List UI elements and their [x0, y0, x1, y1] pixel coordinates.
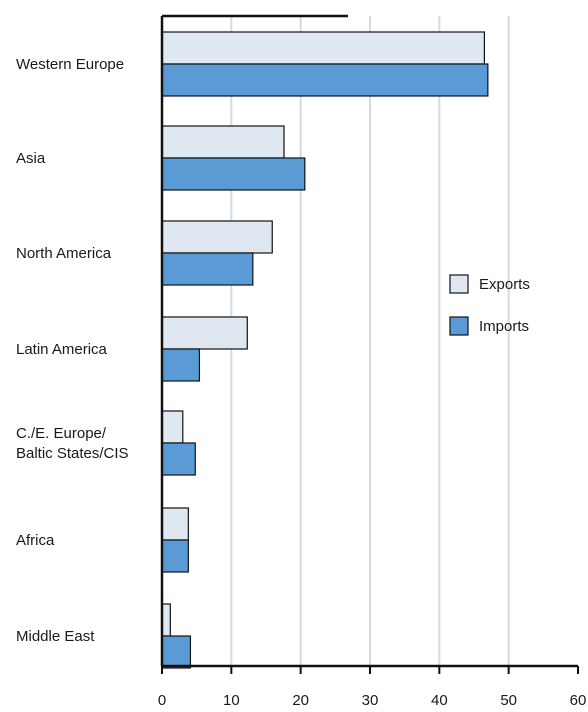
- category-label-6: Middle East: [16, 628, 95, 645]
- bar-exports-5: [161, 507, 189, 541]
- x-tick-label-20: 20: [292, 692, 309, 709]
- bar-imports-3: [161, 348, 201, 382]
- x-tick-label-0: 0: [158, 692, 166, 709]
- legend-label-imports: Imports: [479, 318, 529, 335]
- bar-imports-2: [161, 252, 254, 286]
- x-tick-label-10: 10: [223, 692, 240, 709]
- bar-exports-0: [161, 31, 485, 65]
- legend-label-exports: Exports: [479, 276, 530, 293]
- bar-exports-1: [161, 125, 285, 159]
- bar-imports-5: [161, 539, 189, 573]
- category-label-1: Asia: [16, 150, 46, 167]
- bar-imports-6: [161, 635, 192, 669]
- category-label-0: Western Europe: [16, 56, 124, 73]
- bar-exports-4: [161, 410, 184, 444]
- bar-imports-1: [161, 157, 306, 191]
- x-tick-label-30: 30: [362, 692, 379, 709]
- category-label-5: Africa: [16, 532, 55, 549]
- x-tick-label-50: 50: [500, 692, 517, 709]
- bar-imports-4: [161, 442, 196, 476]
- legend-swatch-imports: [449, 316, 469, 336]
- category-label-4-0: C./E. Europe/: [16, 425, 107, 442]
- category-label-4-1: Baltic States/CIS: [16, 445, 129, 462]
- legend-swatch-exports: [449, 274, 469, 294]
- x-tick-label-40: 40: [431, 692, 448, 709]
- category-label-2: North America: [16, 245, 112, 262]
- category-label-3: Latin America: [16, 341, 108, 358]
- x-tick-label-60: 60: [570, 692, 587, 709]
- bar-exports-2: [161, 220, 273, 254]
- bar-exports-3: [161, 316, 248, 350]
- bar-imports-0: [161, 63, 489, 97]
